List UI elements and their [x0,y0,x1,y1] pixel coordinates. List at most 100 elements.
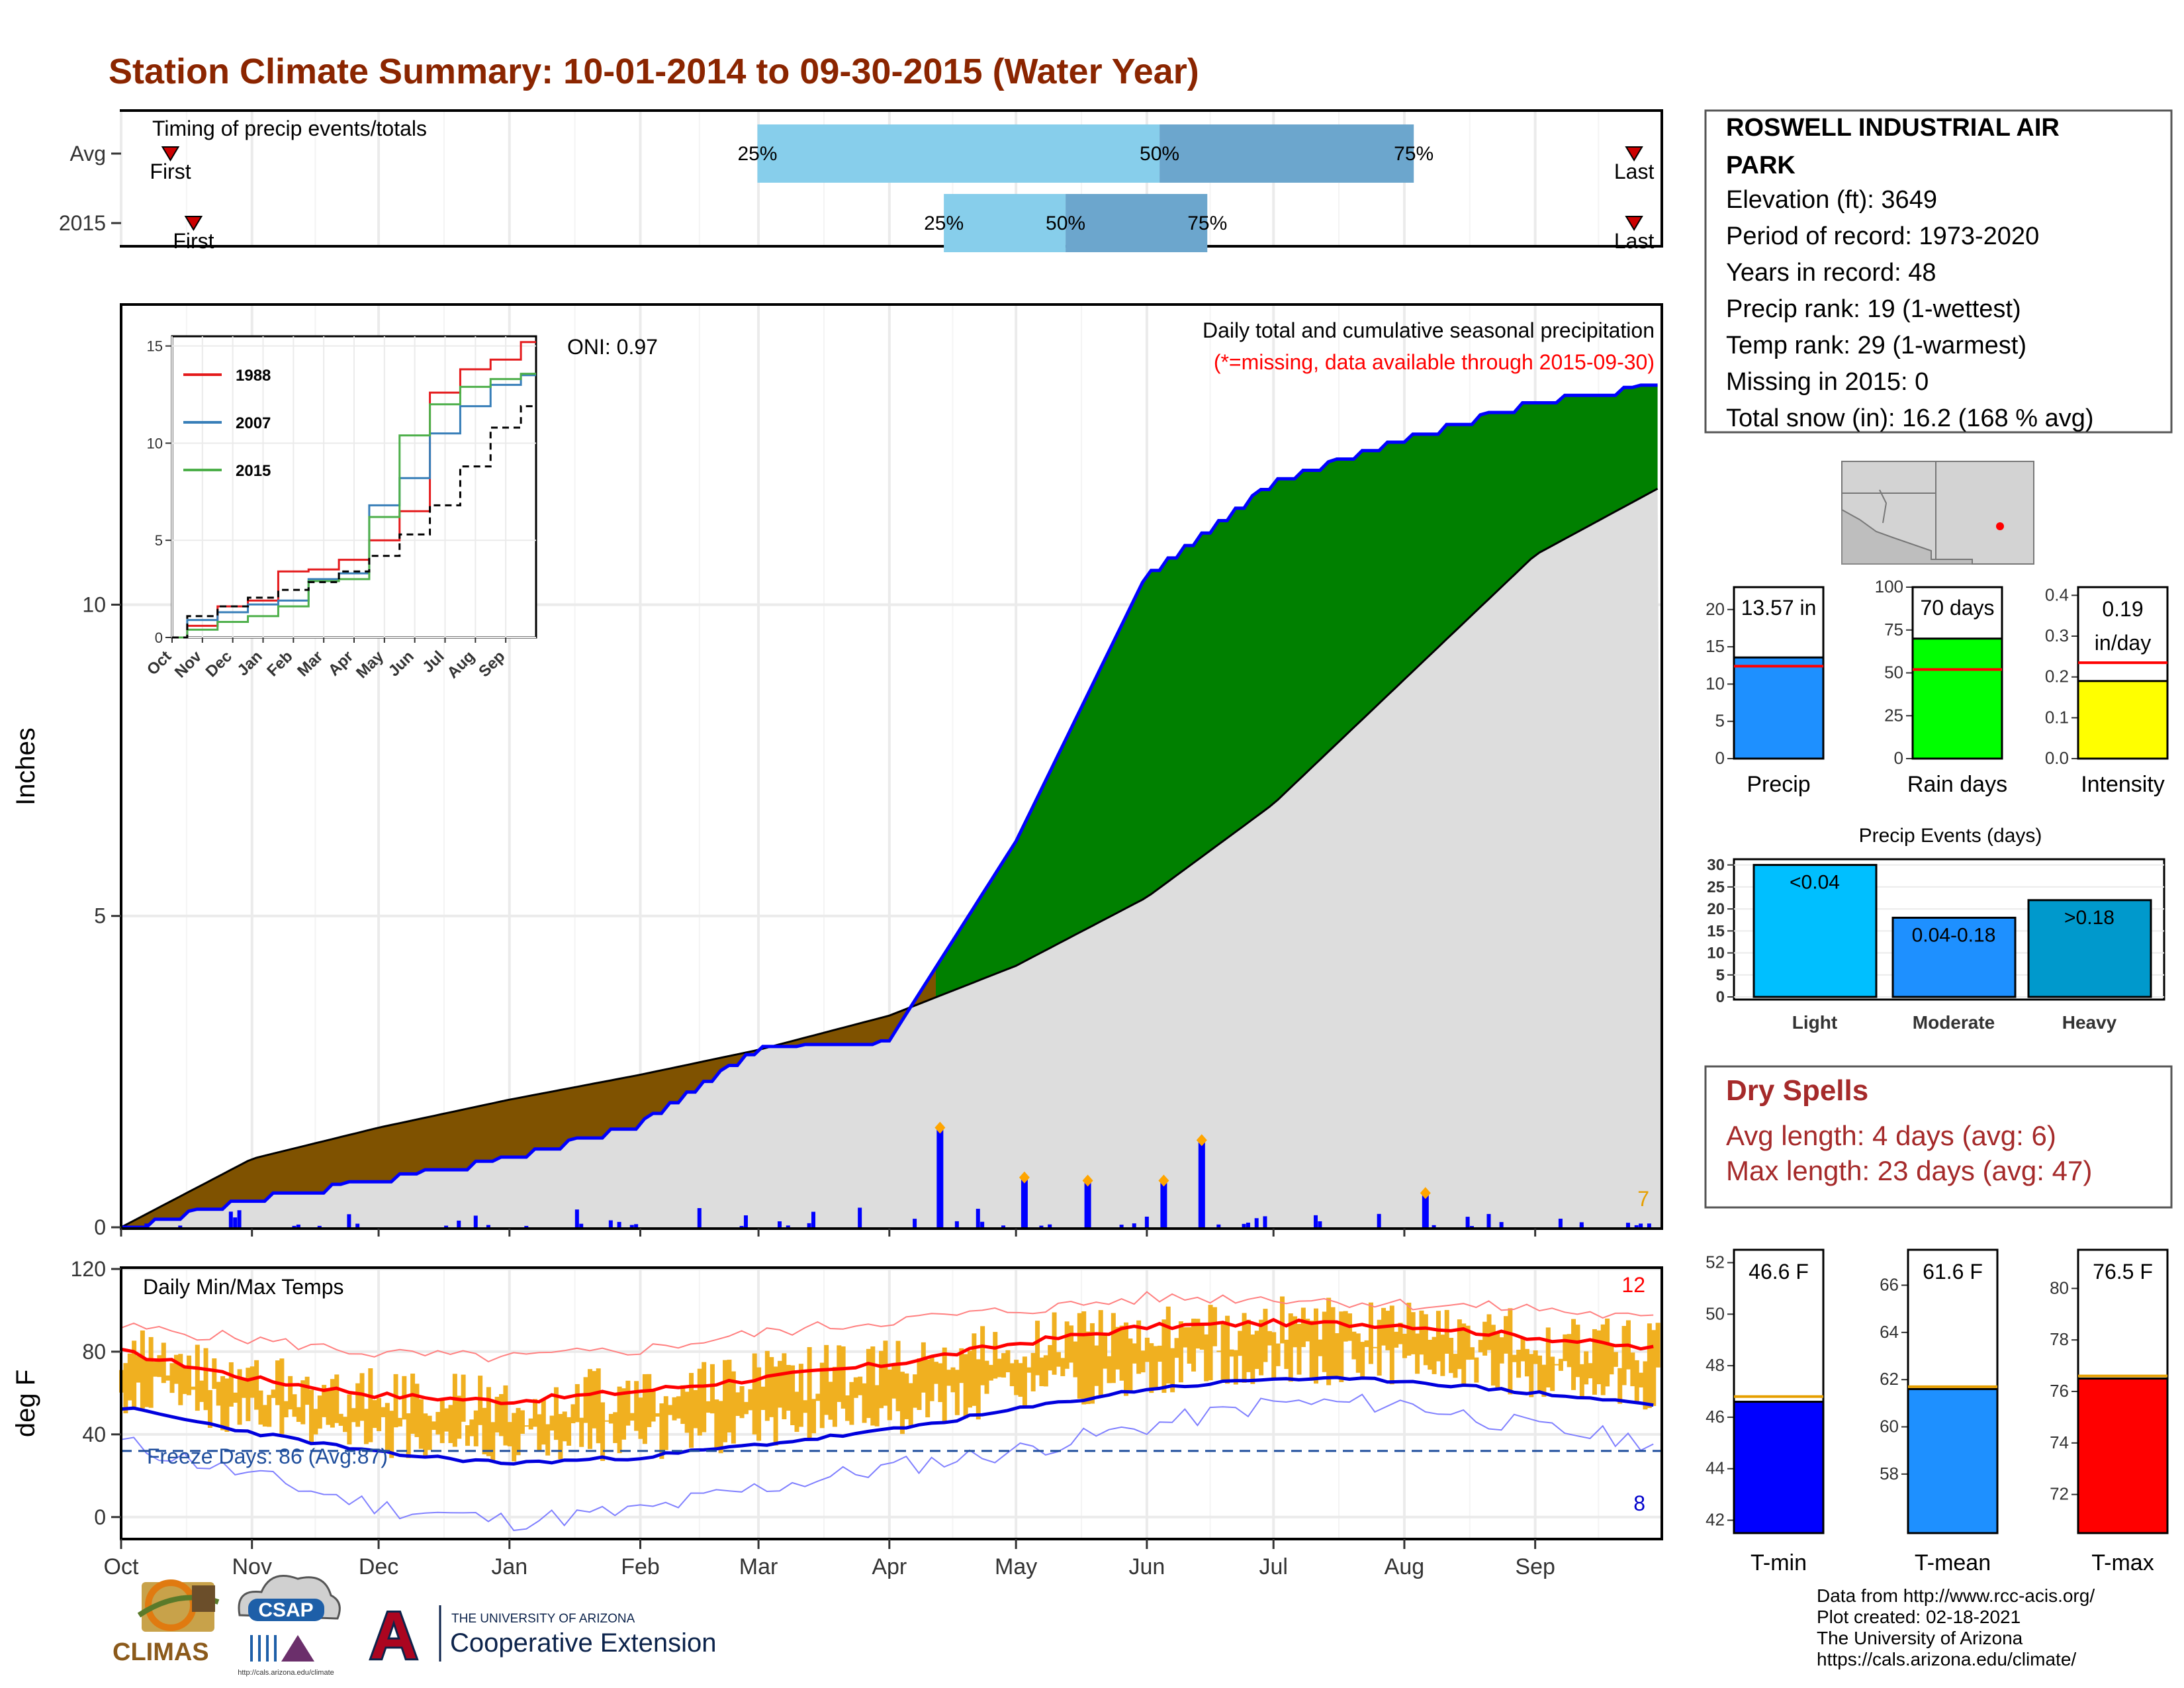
daily-temp-bar [832,1366,837,1427]
daily-temp-bar [908,1383,913,1427]
daily-temp-bar [1621,1326,1627,1385]
daily-temp-bar [1039,1357,1044,1387]
daily-temp-bar [574,1383,580,1423]
daily-temp-bar [1119,1325,1124,1381]
daily-temp-bar [1009,1363,1015,1387]
daily-precip-bar [1432,1225,1436,1227]
timing-first-marker [184,216,203,231]
daily-temp-bar [1246,1319,1251,1372]
daily-precip-bar [1639,1223,1643,1227]
dry-spells-title: Dry Spells [1726,1074,1868,1107]
daily-temp-bar [1339,1311,1344,1382]
daily-temp-bar [739,1386,745,1419]
daily-temp-bar [473,1410,478,1446]
timing-p75-label: 75% [1394,143,1433,165]
daily-precip-bar [1558,1219,1563,1227]
daily-temp-bar [486,1387,491,1456]
daily-precip-bar [524,1225,529,1227]
daily-precip-bar [1254,1218,1259,1227]
daily-precip-bar [574,1209,579,1227]
daily-precip-bar [317,1225,322,1227]
daily-temp-bar [385,1403,390,1450]
daily-temp-bar [1579,1364,1584,1399]
daily-temp-bar [553,1387,559,1440]
daily-temp-bar [1508,1308,1513,1395]
daily-temp-bar [199,1380,205,1402]
daily-temp-bar [1575,1325,1580,1378]
dry-spells-avg: Avg length: 4 days (avg: 6) [1726,1120,2056,1151]
daily-temp-bar [1330,1307,1336,1377]
daily-temp-bar [1584,1351,1589,1385]
month-label-mar: Mar [739,1554,778,1579]
daily-temp-bar [997,1358,1002,1378]
locator-map [1841,461,2034,565]
daily-temp-bar [583,1377,588,1423]
daily-temp-bar [1187,1327,1192,1364]
daily-precip-bar [178,1225,183,1227]
temp-summary-ytick-label: 44 [1706,1458,1725,1478]
daily-temp-bar [1432,1336,1437,1374]
daily-temp-bar [406,1413,411,1458]
daily-precip-bar [457,1220,461,1227]
daily-precip-bar [777,1221,782,1227]
daily-temp-bar [165,1375,171,1381]
daily-temp-bar [418,1399,424,1449]
daily-temp-bar [1098,1310,1103,1396]
daily-temp-bar [684,1391,690,1433]
daily-temp-bar [1212,1307,1217,1346]
daily-temp-bar [1191,1319,1197,1372]
daily-precip-bar [629,1225,634,1227]
daily-temp-bar [123,1363,128,1414]
daily-temp-bar [913,1374,918,1408]
inset-legend-label: 1988 [236,367,271,385]
daily-temp-bar [537,1414,542,1451]
temp-summary-ytick-label: 60 [1880,1417,1899,1436]
daily-temp-bar [743,1401,749,1415]
daily-temp-bar [1394,1331,1399,1348]
daily-temp-bar [372,1400,377,1429]
daily-temp-bar [516,1407,521,1456]
daily-temp-bar [1355,1333,1361,1373]
daily-temp-bar [803,1400,808,1413]
summary-ytick-label: 0 [1894,748,1903,768]
daily-temp-bar [1499,1337,1504,1364]
summary-bar-label: Precip [1747,772,1810,797]
daily-temp-bar [169,1363,175,1393]
temp-summary-ytick-label: 64 [1880,1322,1899,1342]
cumulative-precip-line [121,383,1658,1229]
daily-temp-bar [1643,1361,1648,1410]
daily-precip-bar [1001,1225,1006,1227]
temp-ylabel: deg F [11,1370,40,1437]
daily-temp-bar [144,1359,150,1407]
daily-temp-bar [1368,1302,1373,1364]
daily-temp-bar [887,1369,892,1421]
daily-temp-bar [309,1389,314,1442]
events-ytick-label: 25 [1707,878,1725,896]
footer-line2: Plot created: 02-18-2021 [1817,1607,2021,1627]
daily-temp-bar [1647,1323,1652,1408]
daily-temp-bar [1195,1319,1201,1349]
month-label-may: May [995,1554,1037,1579]
daily-temp-bar [976,1359,981,1420]
daily-temp-bar [798,1364,803,1427]
summary-ytick-label: 0.3 [2045,626,2069,645]
temp-ytick-label: 40 [82,1423,106,1446]
average-cumulative-area [121,489,1662,1228]
timing-p25-label: 25% [924,212,964,234]
timing-last-marker [1625,146,1643,162]
daily-temp-bar [655,1413,660,1417]
summary-ytick-label: 25 [1884,705,1903,725]
events-ytick-label: 30 [1707,857,1725,874]
temp-summary-ytick-label: 72 [2050,1484,2069,1504]
timing-bar-50-75 [1066,194,1208,252]
events-ytick-label: 5 [1716,966,1725,984]
summary-bar-label: Rain days [1907,772,2007,797]
daily-temp-bar [1026,1367,1032,1373]
daily-precip-bar [954,1221,959,1227]
precip-ytick-label: 0 [94,1215,106,1239]
daily-precip-bar [1198,1140,1205,1227]
timing-p75-label: 75% [1187,212,1227,234]
daily-temp-bar [1605,1318,1610,1387]
temp-summary-value-text: 76.5 F [2093,1260,2153,1284]
